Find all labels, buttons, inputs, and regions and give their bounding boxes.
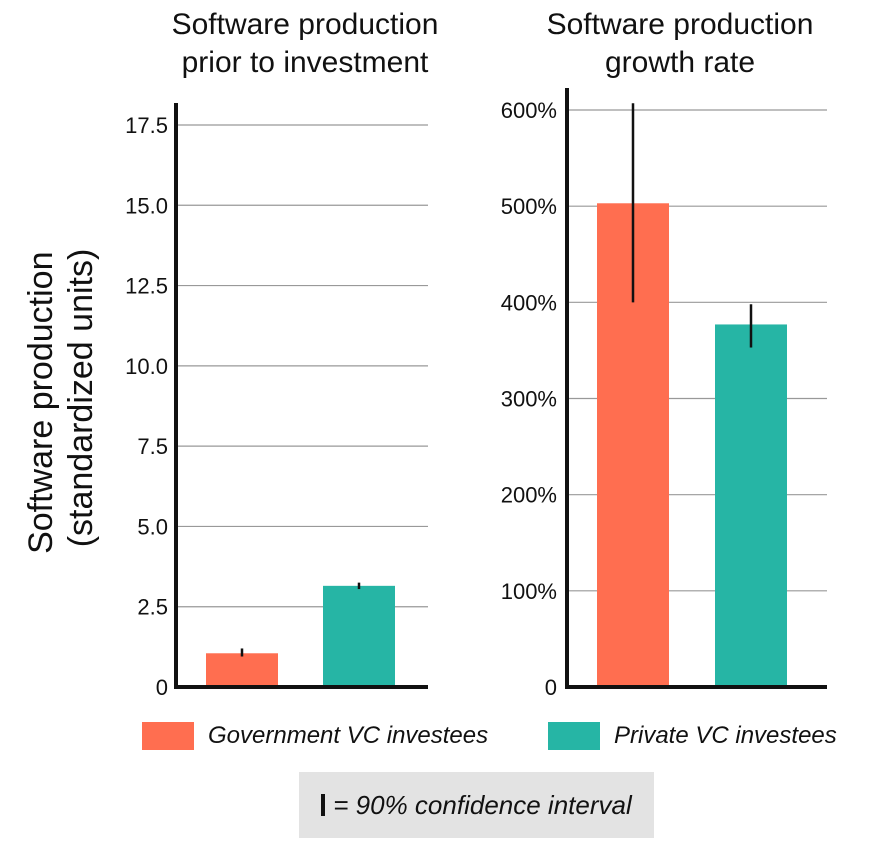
legend-swatch-government [142,722,194,750]
y-tick-label: 2.5 [137,595,168,620]
legend: Government VC investees Private VC inves… [0,722,880,762]
legend-label-government: Government VC investees [208,722,489,749]
y-tick-label: 12.5 [125,274,168,299]
y-tick-label: 300% [501,387,557,412]
y-axis-label-line-1: Software production [22,252,60,554]
chart-title-line-1: Software production [172,8,439,41]
chart-panel-prior-to-investment: Software production prior to investment 0 2… [125,8,438,700]
chart-title-line-2: growth rate [605,46,755,79]
y-tick-label: 100% [501,579,557,604]
y-tick-label: 0 [545,675,557,700]
chart-canvas: Software production (standardized units)… [22,8,827,700]
chart-title-line-1: Software production [547,8,814,41]
y-tick-label: 600% [501,98,557,123]
error-bar-marker-icon [321,794,326,816]
y-axis-label-line-2: (standardized units) [62,249,100,548]
bar-government [206,653,278,687]
legend-swatch-private [548,722,600,750]
confidence-interval-note: = 90% confidence interval [299,772,654,838]
y-tick-label: 400% [501,290,557,315]
y-tick-label: 200% [501,483,557,508]
y-tick-label: 0 [156,675,168,700]
bar-private [323,585,395,687]
y-tick-label: 15.0 [125,193,168,218]
bar-private [715,324,787,687]
y-tick-label: 500% [501,194,557,219]
legend-item-government: Government VC investees [142,722,488,750]
y-tick-label: 10.0 [125,354,168,379]
y-tick-label: 17.5 [125,113,168,138]
legend-label-private: Private VC investees [614,722,837,749]
chart-panel-growth-rate: Software production growth rate 0 100% 200% 3… [501,8,827,700]
chart-title-line-2: prior to investment [182,46,429,79]
confidence-interval-text: = 90% confidence interval [333,789,632,820]
y-axis-label: Software production (standardized units) [22,242,100,554]
y-tick-label: 5.0 [137,514,168,539]
y-tick-label: 7.5 [137,434,168,459]
legend-item-private: Private VC investees [548,722,837,750]
